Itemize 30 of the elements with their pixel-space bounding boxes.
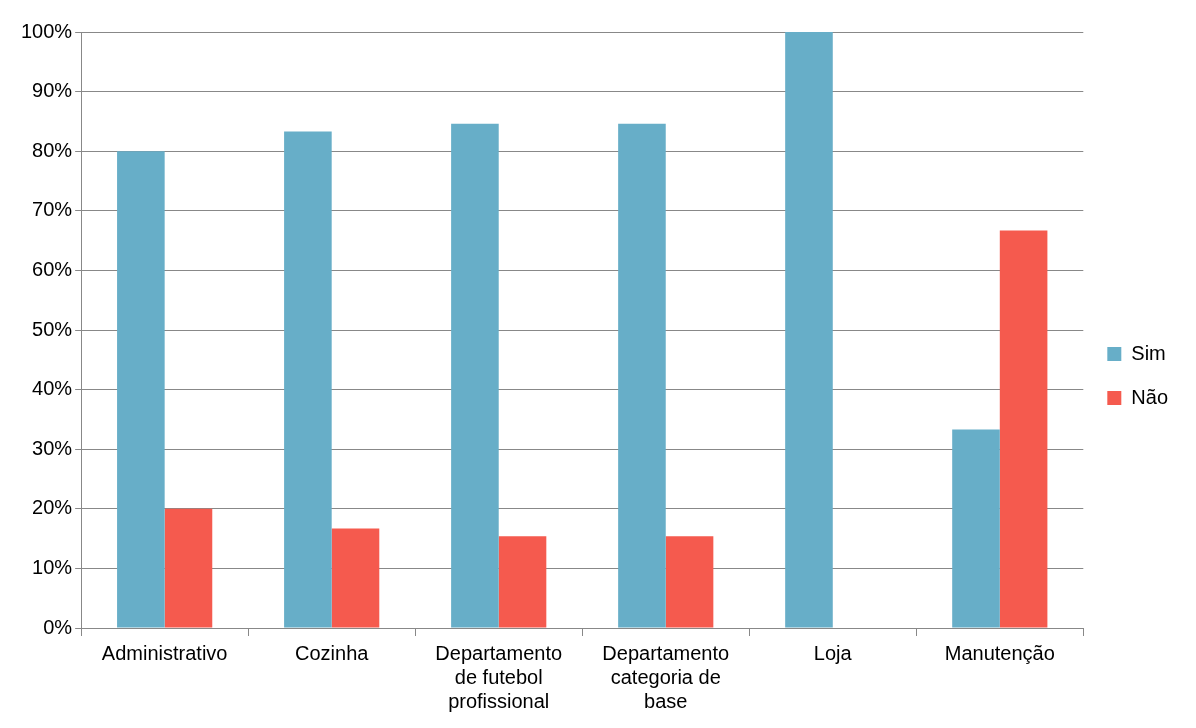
y-tick-label: 40% — [32, 377, 73, 400]
x-tick-label: Manutenção — [944, 641, 1055, 664]
x-tick-label: Cozinha — [295, 641, 370, 664]
legend-label: Não — [1131, 385, 1169, 408]
legend-label: Sim — [1131, 341, 1166, 364]
bar — [618, 123, 666, 628]
y-tick-label: 90% — [32, 79, 73, 102]
bar — [451, 123, 499, 628]
y-tick-label: 30% — [32, 436, 73, 459]
x-tick-label: Loja — [813, 641, 853, 664]
bar — [952, 429, 1000, 628]
y-tick-label: 60% — [32, 257, 73, 280]
bar — [498, 536, 547, 628]
bar — [284, 131, 332, 628]
y-tick-label: 50% — [32, 317, 73, 340]
x-tick-label: Administrativo — [101, 641, 228, 664]
bar — [785, 32, 833, 628]
bar — [999, 230, 1048, 628]
y-tick-label: 70% — [32, 198, 73, 221]
x-tick-label: Departamento categoria de base — [602, 641, 730, 712]
y-tick-label: 0% — [43, 615, 73, 638]
bar — [665, 536, 714, 628]
bar — [331, 528, 380, 628]
y-tick-label: 20% — [32, 496, 73, 519]
bar — [117, 151, 165, 628]
x-tick-label: Departamento de futebol profissional — [435, 641, 563, 712]
y-tick-label: 80% — [32, 138, 73, 161]
bar — [164, 508, 213, 628]
y-tick-label: 10% — [32, 555, 73, 578]
y-tick-label: 100% — [21, 19, 73, 42]
